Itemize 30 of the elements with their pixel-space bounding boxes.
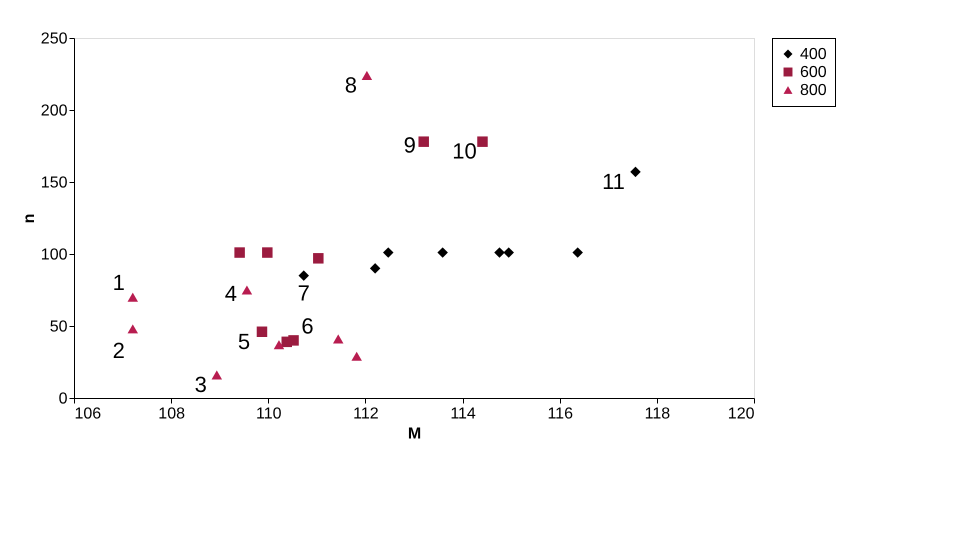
x-tick-label: 116	[547, 406, 574, 422]
x-tick-label: 120	[728, 406, 755, 422]
annotation: 3	[194, 372, 207, 397]
annotation: 7	[298, 280, 310, 306]
x-tick-label: 114	[450, 406, 476, 422]
x-tick-label: 112	[353, 406, 379, 422]
x-tick-label: 108	[158, 406, 186, 422]
legend-label: 600	[800, 64, 827, 81]
annotation: 1	[112, 270, 125, 296]
x-axis-title: M	[408, 426, 422, 442]
legend-label: 400	[800, 46, 827, 63]
annotation: 8	[344, 72, 358, 98]
annotation: 11	[602, 168, 625, 194]
x-tick-label: 118	[644, 406, 670, 422]
y-tick-label: 50	[50, 318, 68, 336]
y-tick-label: 0	[58, 390, 68, 408]
annotation: 4	[224, 281, 238, 306]
annotation: 9	[404, 132, 416, 158]
annotation: 2	[112, 338, 125, 363]
y-tick-label: 150	[40, 174, 68, 192]
legend-label: 800	[800, 82, 827, 99]
y-axis-title: n	[20, 214, 38, 224]
y-tick-label: 200	[40, 102, 68, 120]
x-tick-label: 106	[74, 406, 102, 422]
annotation: 5	[238, 328, 250, 354]
annotation: 6	[301, 313, 314, 338]
x-tick-label: 110	[256, 406, 282, 422]
y-tick-label: 100	[40, 246, 68, 264]
annotation: 10	[452, 138, 477, 164]
y-tick-label: 250	[40, 30, 68, 48]
